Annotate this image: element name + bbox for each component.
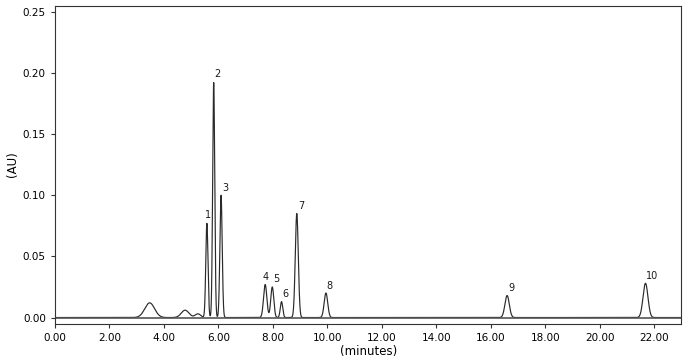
Text: 6: 6 xyxy=(282,289,289,299)
Text: 5: 5 xyxy=(273,274,279,285)
Text: 3: 3 xyxy=(222,183,228,193)
Y-axis label: (AU): (AU) xyxy=(5,152,19,178)
Text: 8: 8 xyxy=(326,281,333,290)
Text: 4: 4 xyxy=(263,272,269,282)
Text: 9: 9 xyxy=(508,283,514,293)
Text: 2: 2 xyxy=(214,69,221,79)
X-axis label: (minutes): (minutes) xyxy=(339,345,397,359)
Text: 1: 1 xyxy=(205,210,211,219)
Text: 7: 7 xyxy=(298,201,304,211)
Text: 10: 10 xyxy=(646,271,659,281)
